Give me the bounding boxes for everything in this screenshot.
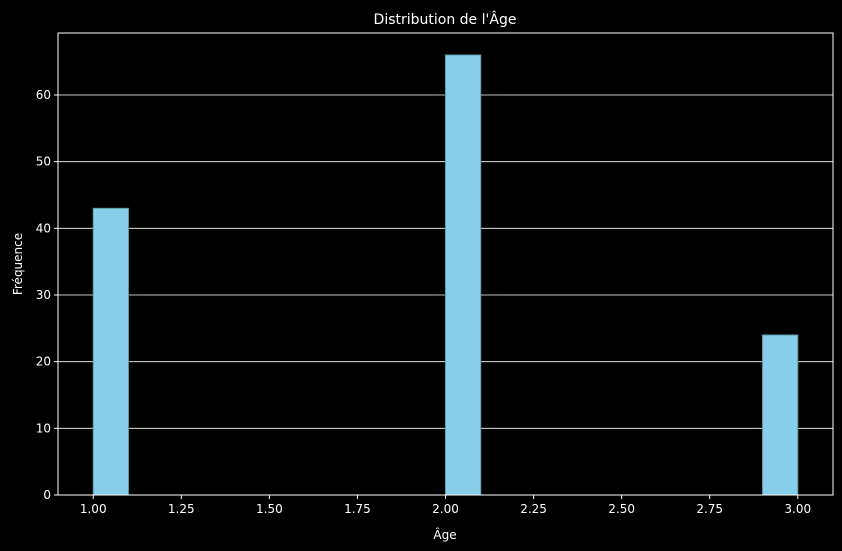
chart-title: Distribution de l'Âge — [374, 10, 517, 28]
histogram-bar — [92, 207, 129, 496]
y-tick-label: 60 — [36, 88, 51, 102]
x-axis-label: Âge — [433, 527, 456, 542]
x-tick-label: 1.75 — [344, 502, 371, 516]
y-tick-label: 0 — [43, 488, 51, 502]
x-tick-label: 2.50 — [608, 502, 635, 516]
y-axis-ticks: 0 10 20 30 40 50 60 — [36, 88, 58, 502]
y-tick-label: 30 — [36, 288, 51, 302]
y-axis-label: Fréquence — [11, 233, 25, 295]
x-tick-label: 1.00 — [80, 502, 107, 516]
bars — [92, 54, 799, 496]
x-tick-label: 1.25 — [168, 502, 195, 516]
x-tick-label: 1.50 — [256, 502, 283, 516]
x-tick-label: 2.25 — [520, 502, 547, 516]
x-axis-ticks: 1.00 1.25 1.50 1.75 2.00 2.25 2.50 2.75 3.00 — [80, 495, 811, 516]
y-tick-label: 20 — [36, 355, 51, 369]
y-tick-label: 10 — [36, 421, 51, 435]
histogram-bar — [445, 54, 482, 496]
x-tick-label: 3.00 — [784, 502, 811, 516]
x-tick-label: 2.00 — [432, 502, 459, 516]
y-tick-label: 50 — [36, 155, 51, 169]
histogram-bar — [762, 334, 799, 496]
x-tick-label: 2.75 — [696, 502, 723, 516]
y-tick-label: 40 — [36, 221, 51, 235]
